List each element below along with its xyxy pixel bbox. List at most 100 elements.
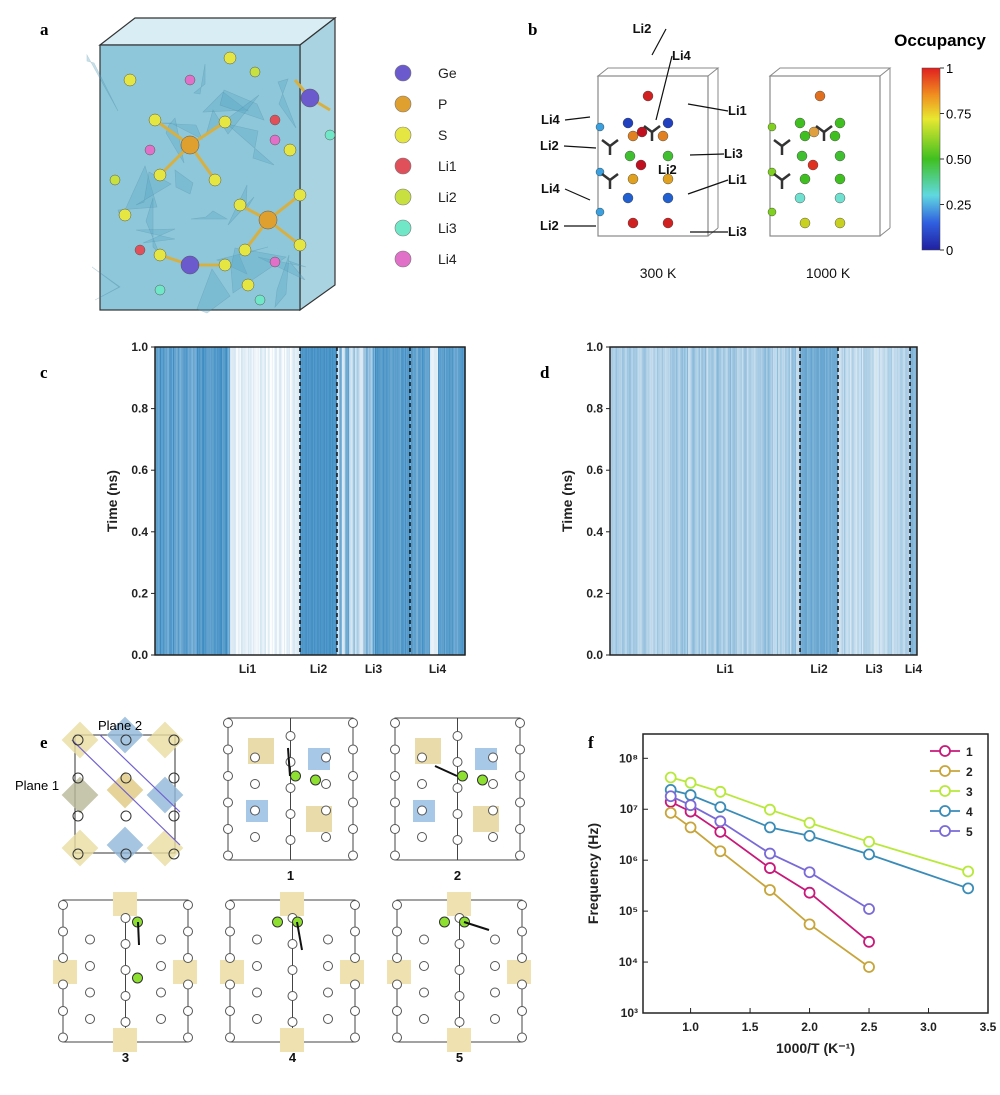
- heatmap-stripe: [182, 347, 184, 655]
- heatmap-stripe: [881, 347, 883, 655]
- li-site: [287, 939, 298, 949]
- heatmap-stripe: [782, 347, 785, 655]
- plane-2-line: [99, 734, 181, 813]
- x-category-li3: Li3: [365, 662, 383, 676]
- li-site: [417, 779, 427, 789]
- heatmap-stripe: [691, 347, 693, 655]
- y-tick-label: 0.8: [586, 402, 603, 416]
- polyhedron: [226, 123, 275, 166]
- heatmap-stripe: [302, 347, 304, 655]
- li-site: [350, 900, 360, 910]
- li-site: [183, 926, 193, 937]
- heatmap-stripe: [803, 347, 805, 655]
- heatmap-stripe: [197, 347, 199, 655]
- heatmap-stripe: [775, 347, 777, 655]
- li-site: [223, 771, 233, 781]
- heatmap-stripe: [667, 347, 669, 655]
- heatmap-stripe: [165, 347, 168, 655]
- data-point-series-1: [863, 935, 875, 948]
- heatmap-stripe: [676, 347, 678, 655]
- heatmap-stripe: [677, 347, 679, 655]
- y-tick-label: 10⁵: [619, 904, 638, 918]
- arrow: [687, 103, 729, 112]
- heatmap-stripe: [297, 347, 299, 655]
- atom-ge: [180, 255, 200, 275]
- heatmap-stripe: [240, 347, 243, 655]
- y-tick-label: 0.8: [131, 402, 148, 416]
- heatmap-stripe: [315, 347, 317, 655]
- legend-label-s: S: [438, 127, 447, 143]
- li-site: [488, 805, 498, 816]
- heatmap-stripe: [766, 347, 768, 655]
- heatmap-stripe: [671, 347, 673, 655]
- x-tick-label: 3.5: [980, 1020, 997, 1034]
- heatmap-stripe: [632, 347, 635, 655]
- heatmap-stripe: [298, 347, 300, 655]
- heatmap-stripe: [619, 347, 621, 655]
- heatmap-stripe: [356, 347, 358, 655]
- heatmap-stripe: [258, 347, 261, 655]
- legend-label-3: 3: [966, 785, 973, 799]
- heatmap-stripe: [350, 347, 352, 655]
- heatmap-stripe: [238, 347, 240, 655]
- heatmap-stripe: [901, 347, 903, 655]
- li-site: [515, 850, 525, 861]
- heatmap-stripe: [911, 347, 913, 655]
- heatmap-stripe: [412, 347, 414, 655]
- li-site: [814, 90, 826, 102]
- heatmap-stripe: [637, 347, 639, 655]
- heatmap-stripe: [390, 347, 392, 655]
- heatmap-stripe: [381, 347, 383, 655]
- heatmap-stripe: [726, 347, 728, 655]
- heatmap-stripe: [239, 347, 241, 655]
- heatmap-stripe: [880, 347, 882, 655]
- heatmap-stripe: [349, 347, 351, 655]
- heatmap-stripe: [839, 347, 841, 655]
- legend-label-2: 2: [966, 765, 973, 779]
- heatmap-stripe: [278, 347, 280, 655]
- heatmap-stripe: [749, 347, 751, 655]
- heatmap-stripe: [272, 347, 274, 655]
- li-site: [350, 953, 360, 963]
- heatmap-stripe: [760, 347, 762, 655]
- s-tetrahedron: [173, 960, 197, 984]
- heatmap-stripe: [730, 347, 732, 655]
- atom-p: [180, 135, 200, 155]
- li-site: [390, 771, 400, 781]
- heatmap-stripe: [661, 347, 663, 655]
- li-site: [622, 117, 634, 129]
- heatmap-stripe: [225, 347, 228, 655]
- colorbar-tick-label: 0: [946, 243, 953, 258]
- heatmap-stripe: [896, 347, 899, 655]
- heatmap-stripe: [249, 347, 251, 655]
- heatmap-stripe: [268, 347, 270, 655]
- y-tick-label: 0.2: [586, 586, 603, 600]
- heatmap-stripe: [649, 347, 651, 655]
- heatmap-stripe: [187, 347, 189, 655]
- heatmap-stripe: [385, 347, 388, 655]
- heatmap-stripe: [853, 347, 855, 655]
- li-site: [390, 850, 400, 861]
- li-site: [223, 850, 233, 861]
- heatmap-stripe: [383, 347, 385, 655]
- heatmap-stripe: [666, 347, 668, 655]
- legend-marker-3: [939, 785, 951, 797]
- s-tetrahedron: [113, 892, 137, 916]
- x-category-li3: Li3: [865, 662, 883, 676]
- li-site: [454, 965, 465, 975]
- heatmap-stripe: [613, 347, 615, 655]
- plane-2-label: Plane 2: [98, 718, 142, 733]
- heatmap-stripe: [448, 347, 451, 655]
- polyhedron: [277, 78, 297, 129]
- data-point-series-5: [863, 903, 875, 915]
- legend-marker-s: [394, 126, 412, 144]
- heatmap-stripe: [860, 347, 863, 655]
- li-site: [515, 824, 525, 834]
- li-site: [517, 953, 527, 963]
- hop-arrow: [287, 747, 291, 777]
- heatmap-stripe: [255, 347, 257, 655]
- heatmap-stripe: [213, 347, 216, 655]
- li-site: [120, 734, 132, 746]
- heatmap-stripe: [375, 347, 377, 655]
- legend-marker-1: [939, 745, 951, 757]
